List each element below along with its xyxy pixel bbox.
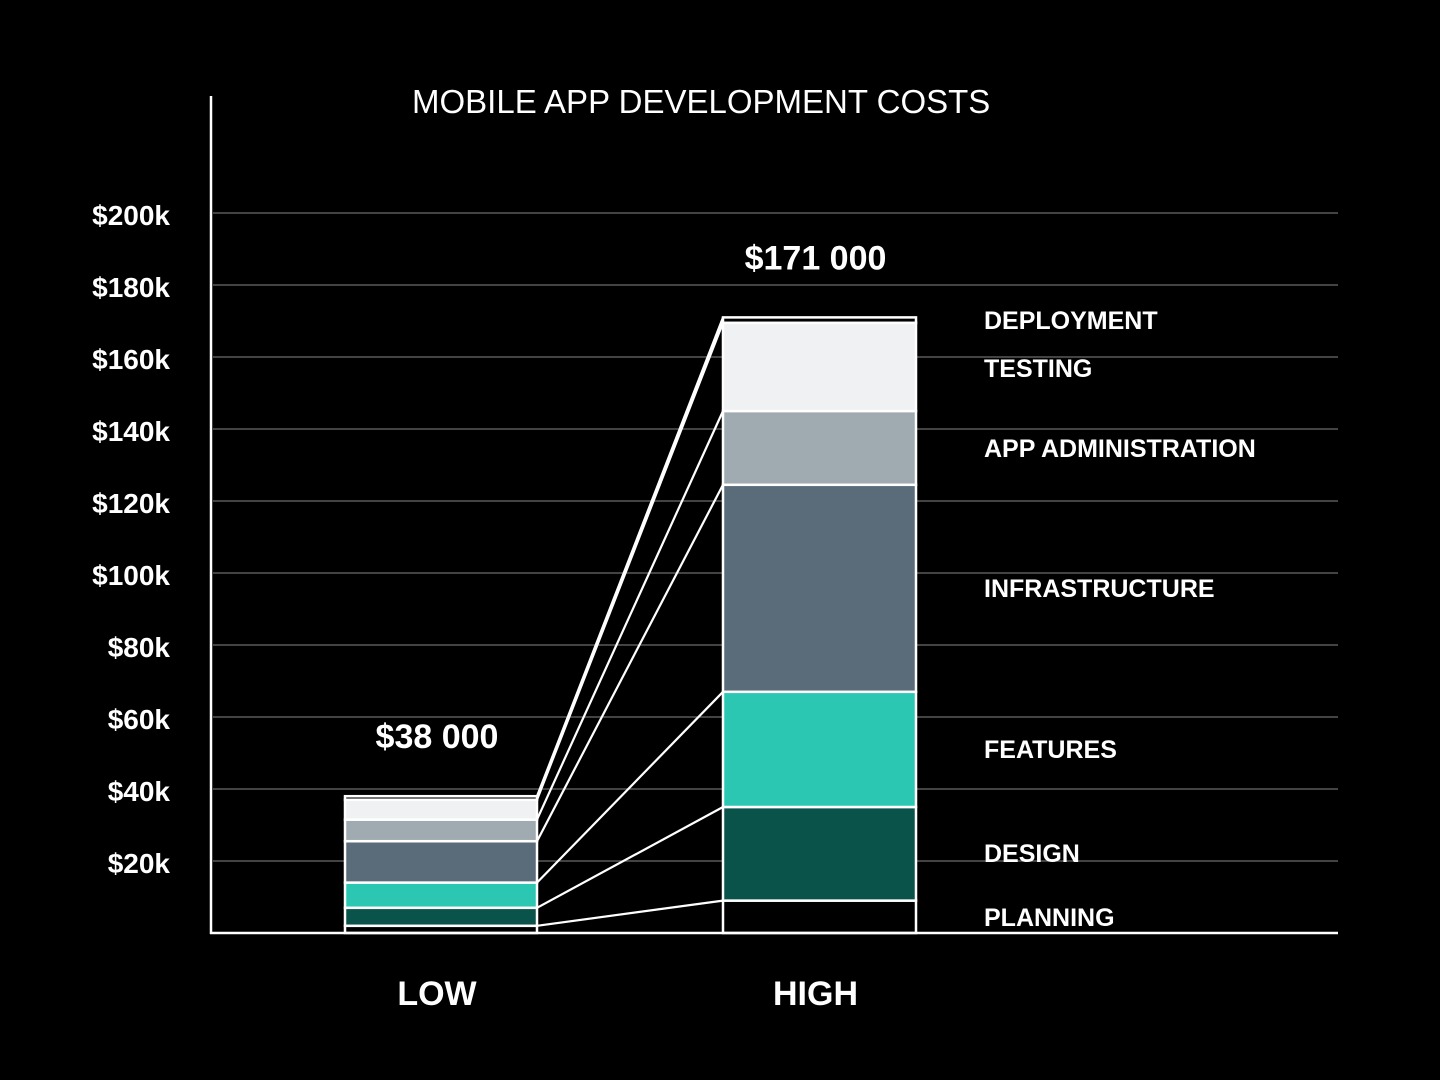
bar-segment-infrastructure [721, 483, 918, 694]
y-tick-label: $100k [92, 560, 170, 591]
segment-label: INFRASTRUCTURE [984, 575, 1215, 603]
x-category-label: LOW [397, 975, 477, 1013]
segment-label: DEPLOYMENT [984, 307, 1158, 335]
segment-label: DESIGN [984, 840, 1080, 868]
y-tick-label: $20k [108, 848, 171, 879]
bar-segment-deployment [343, 794, 539, 802]
y-tick-label: $120k [92, 488, 170, 519]
y-tick-label: $140k [92, 416, 170, 447]
y-tick-label: $200k [92, 200, 170, 231]
chart-title: MOBILE APP DEVELOPMENT COSTS [412, 83, 990, 120]
y-tick-label: $80k [108, 632, 171, 663]
y-tick-label: $40k [108, 776, 171, 807]
y-tick-label: $160k [92, 344, 170, 375]
segment-labels: PLANNING DESIGN FEATURES INFRASTRUCTURE APP … [984, 307, 1256, 932]
connector-line [536, 484, 724, 842]
segment-label: APP ADMINISTRATION [984, 435, 1256, 463]
bar-total-label: $38 000 [376, 718, 499, 756]
connector-line [535, 322, 725, 801]
segment-label: TESTING [984, 355, 1092, 383]
connector-line [536, 806, 724, 909]
bar-totals: $38 000 $171 000 [376, 239, 887, 756]
bar-segment-deployment [721, 316, 918, 325]
bar-segment-design [721, 805, 918, 902]
y-axis-ticks: $20k $40k $60k $80k $100k $120k $140k $160k $180… [92, 200, 170, 879]
connector-line [536, 899, 724, 927]
bar-connectors [535, 317, 725, 927]
bar-segment-design [343, 906, 539, 928]
bars [343, 316, 918, 935]
bar-segment-testing [721, 321, 918, 413]
y-tick-label: $60k [108, 704, 171, 735]
axes [209, 96, 1338, 935]
connector-line [535, 410, 725, 821]
bar-segment-features [343, 881, 539, 910]
bar-segment-features [721, 690, 918, 809]
x-category-label: HIGH [773, 975, 858, 1013]
segment-label: FEATURES [984, 736, 1117, 764]
connector-line [536, 691, 724, 884]
bar-total-label: $171 000 [745, 239, 887, 277]
bar-segment-planning [721, 899, 918, 935]
connector-line [535, 317, 725, 797]
x-axis-labels: LOW HIGH [397, 975, 858, 1013]
bar-segment-app-administration [721, 409, 918, 487]
y-tick-label: $180k [92, 272, 170, 303]
segment-label: PLANNING [984, 904, 1115, 932]
bar-segment-testing [343, 798, 539, 821]
bar-segment-app-administration [343, 818, 539, 843]
bar-segment-infrastructure [343, 839, 539, 884]
